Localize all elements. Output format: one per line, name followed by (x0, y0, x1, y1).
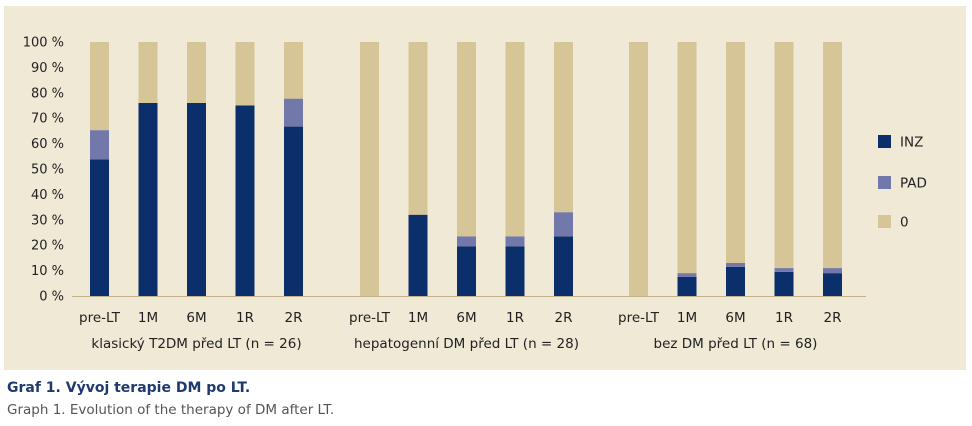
x-category-label: 6M (725, 310, 745, 326)
group-label: bez DM před LT (n = 68) (654, 336, 818, 352)
bar-segment-none (554, 42, 573, 213)
bar-segment-inz (90, 159, 109, 296)
group-label: klasický T2DM před LT (n = 26) (91, 336, 301, 352)
bar-segment-none (284, 42, 303, 99)
y-tick-label: 50 % (31, 163, 64, 178)
y-tick-label: 70 % (31, 112, 64, 127)
bar-segment-none (360, 42, 379, 296)
y-tick-label: 0 % (39, 290, 64, 305)
y-tick-label: 90 % (31, 61, 64, 76)
x-category-label: 2R (824, 310, 842, 326)
bar-segment-none (235, 42, 255, 106)
bar-segment-none (677, 42, 697, 274)
legend-label: INZ (900, 135, 923, 151)
bar-segment-none (629, 42, 648, 296)
figure-caption-english: Graph 1. Evolution of the therapy of DM … (7, 402, 335, 418)
group-label: hepatogenní DM před LT (n = 28) (354, 336, 579, 352)
bar-segment-none (90, 42, 109, 131)
x-category-label: pre-LT (79, 310, 121, 326)
bar-segment-none (726, 42, 745, 263)
bar-segment-inz (187, 102, 206, 297)
y-tick-label: 80 % (31, 86, 64, 101)
bar-segment-pad (284, 98, 303, 127)
chart-panel: 0 % 10 % 20 % 30 % 40 % 50 % 60 % 70 % 80 % 90 % 1… (4, 6, 966, 370)
bar-segment-none (138, 42, 158, 103)
x-category-label: 1M (677, 310, 697, 326)
bar-segment-pad (505, 236, 525, 247)
bar-segment-inz (235, 105, 255, 296)
figure-caption-czech: Graf 1. Vývoj terapie DM po LT. (7, 380, 251, 396)
x-category-label: 2R (285, 310, 303, 326)
y-tick-label: 40 % (31, 188, 64, 203)
bar-segment-none (774, 42, 794, 269)
x-category-label: 1R (506, 310, 524, 326)
bar-segment-none (823, 42, 842, 269)
x-category-label: 1M (408, 310, 428, 326)
legend-swatch (878, 215, 891, 228)
y-tick-label: 60 % (31, 137, 64, 152)
y-tick-label: 20 % (31, 239, 64, 254)
y-tick-label: 10 % (31, 264, 64, 279)
bar-segment-inz (505, 246, 525, 296)
bar-segment-pad (726, 262, 745, 267)
x-category-label: 2R (555, 310, 573, 326)
bar-segment-pad (677, 273, 697, 277)
bar-segment-pad (554, 212, 573, 237)
x-category-label: 6M (456, 310, 476, 326)
bar-segment-none (505, 42, 525, 237)
bar-segment-inz (677, 276, 697, 296)
bar-segment-pad (823, 268, 842, 274)
bar-segment-inz (823, 273, 842, 296)
x-category-label: pre-LT (349, 310, 391, 326)
y-tick-label: 100 % (23, 36, 64, 51)
x-category-label: 1M (138, 310, 158, 326)
bar-segment-inz (726, 266, 745, 296)
legend-swatch (878, 176, 891, 189)
bar-segment-inz (774, 271, 794, 296)
bar-segment-pad (457, 236, 476, 247)
stacked-bar-chart: 0 % 10 % 20 % 30 % 40 % 50 % 60 % 70 % 80 % 90 % 1… (23, 36, 927, 353)
x-category-label: 1R (236, 310, 254, 326)
bar-segment-pad (774, 268, 794, 272)
legend-label: PAD (900, 176, 927, 192)
bar-segment-none (408, 42, 428, 215)
y-tick-label: 30 % (31, 213, 64, 228)
x-category-label: pre-LT (618, 310, 660, 326)
bar-segment-none (187, 42, 206, 103)
x-category-label: 6M (186, 310, 206, 326)
legend-swatch (878, 135, 891, 148)
bar-segment-inz (138, 102, 158, 297)
legend-label: 0 (900, 215, 909, 231)
bar-segment-inz (457, 246, 476, 296)
bar-segment-inz (284, 126, 303, 296)
bar-segment-inz (554, 236, 573, 296)
bar-segment-none (457, 42, 476, 237)
bar-segment-inz (408, 214, 428, 296)
x-category-label: 1R (775, 310, 793, 326)
bar-segment-pad (90, 130, 109, 160)
